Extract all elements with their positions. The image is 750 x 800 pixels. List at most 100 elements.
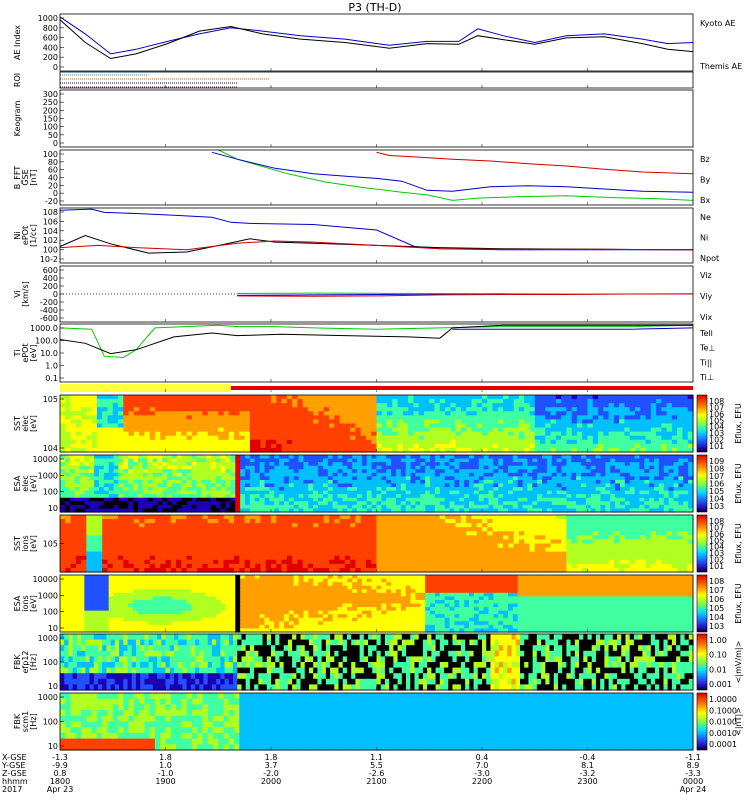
fbk_e-spectrogram: [60, 634, 694, 691]
ti-series-Tell: [59, 324, 693, 355]
time-row-value: 8.9: [687, 761, 700, 770]
sst_ion-spectrogram: [60, 515, 694, 573]
esa_ion-colorbar: [696, 574, 708, 633]
fbk_e-colorbar-label: 0.001: [709, 680, 732, 689]
esa_ion-ytick-label: 10000: [33, 575, 58, 584]
sst_eflux-ylabel: SST: [13, 416, 22, 431]
ti-ylabel: [eV]: [29, 345, 38, 362]
ni-ytick-label: 100: [43, 246, 58, 255]
esa_eflux-colorbar: [696, 454, 708, 513]
sst_eflux-colorbar-label: 102: [709, 436, 724, 445]
fbk_e-ylabel: efp12: [21, 651, 30, 674]
fbk_e-colorbar-label: 0.01: [709, 665, 727, 674]
ti-ylabel: ePOt: [21, 343, 30, 362]
fbk_e-ylabel: FBK: [13, 654, 22, 670]
ti-ytick-label: 1.0: [45, 362, 58, 371]
keogram-ytick-label: 50: [48, 131, 58, 140]
esa_eflux-ytick-label: 100: [43, 488, 58, 497]
esa_eflux-ylabel: elec: [21, 475, 30, 491]
ni-legend-entry: Ni: [700, 234, 708, 243]
roi-ylabel: ROI: [13, 73, 22, 87]
sst_ion-ylabel: SST: [13, 536, 22, 551]
bfft-legend-entry: Bx: [700, 196, 710, 205]
time-row-value: 2300: [577, 777, 597, 786]
ae-frame: [59, 13, 694, 72]
esa_ion-ylabel: ions: [21, 595, 30, 611]
ae-ytick-label: 800: [43, 24, 58, 33]
esa_ion-colorbar-label: 104: [709, 613, 724, 622]
sst_eflux-spectrogram: [60, 395, 694, 453]
vi-ytick-label: 400: [43, 274, 58, 283]
time-row-value: 1.1: [370, 753, 383, 762]
esa_eflux-colorbar-label: 109: [709, 457, 724, 466]
fbk_b-colorbar-title: <|nT|>: [734, 707, 743, 736]
esa_ion-colorbar-label: 106: [709, 595, 724, 604]
time-row-value: -0.4: [580, 753, 596, 762]
esa_ion-ytick-label: 1000: [38, 591, 58, 600]
bfft-ytick-label: -20: [45, 197, 58, 206]
time-row-value: 3.7: [265, 761, 278, 770]
fbk_e-colorbar-label: 1.00: [709, 636, 727, 645]
ti-frame: [59, 323, 694, 383]
sst_ion-colorbar-label: 104: [709, 543, 724, 552]
bfft-series-Bz: [376, 151, 694, 175]
fbk_b-ylabel: scm1: [21, 711, 30, 732]
esa_eflux-colorbar-label: 104: [709, 495, 724, 504]
sst_ion-colorbar-label: 108: [709, 517, 724, 526]
sst_ion-colorbar-title: Eflux, EFU: [734, 523, 743, 564]
bfft-ytick-label: 100: [43, 150, 58, 159]
bfft-ytick-label: 20: [48, 181, 58, 190]
ni-frame: [59, 207, 694, 264]
keogram-ytick-label: 250: [43, 98, 58, 107]
sst_ion-colorbar-label: 105: [709, 536, 724, 545]
bfft-ytick-label: 80: [48, 158, 58, 167]
ni-ytick-label: 102: [43, 236, 58, 245]
vi-ytick-label: 600: [43, 266, 58, 275]
sst_ion-colorbar-label: 107: [709, 523, 724, 532]
time-row-value: -2.0: [263, 769, 279, 778]
sst_eflux-colorbar-title: Eflux, EFU: [734, 403, 743, 444]
esa_eflux-ylabel: [eV]: [29, 475, 38, 492]
esa_ion-colorbar-label: 108: [709, 577, 724, 586]
time-row-value: 1.8: [265, 753, 278, 762]
sst_ion-colorbar: [696, 514, 708, 573]
sst_ion-colorbar-label: 102: [709, 556, 724, 565]
vi-ytick-label: -400: [40, 306, 58, 315]
time-row-name: Y-GSE: [1, 761, 25, 770]
sst_eflux-colorbar-label: 107: [709, 403, 724, 412]
time-row-value: -1.1: [685, 753, 701, 762]
ni-ytick-label: 106: [43, 217, 58, 226]
ae-ytick-label: 0: [53, 63, 58, 72]
time-row-value: 1.8: [159, 753, 172, 762]
time-row-value: -3.0: [474, 769, 490, 778]
esa_ion-spectrogram: [60, 575, 694, 633]
sst_eflux-colorbar-label: 105: [709, 416, 724, 425]
time-row-name: hhmm: [2, 777, 28, 786]
fbk_b-ylabel: FBK: [13, 713, 22, 729]
vi-ytick-label: -600: [40, 314, 58, 323]
time-row-value: 0.8: [54, 769, 67, 778]
esa_eflux-colorbar-label: 106: [709, 480, 724, 489]
ni-ylabel: ePOt: [21, 226, 30, 245]
ni-series-Ni: [59, 234, 694, 254]
fbk_b-ytick-label: 1000: [38, 693, 58, 702]
ae-ytick-label: 1000: [38, 14, 58, 23]
ni-ylabel: Ni: [13, 231, 22, 239]
ti-ytick-label: 100.0: [35, 337, 58, 346]
ni-series-Npot: [59, 208, 693, 251]
vi-ylabel: [km/s]: [21, 281, 30, 307]
fbk_b-colorbar-label: 0.1000: [709, 706, 737, 715]
bfft-legend-entry: By: [700, 176, 710, 185]
ti-legend-entry: Tell: [699, 329, 713, 338]
esa_eflux-colorbar-label: 105: [709, 487, 724, 496]
ti-legend-entry: Te⊥: [699, 344, 715, 353]
time-row-value: 7.0: [476, 761, 489, 770]
keogram-frame: [59, 89, 694, 148]
esa_eflux-spectrogram: [60, 455, 694, 513]
fbk_e-colorbar: [696, 633, 708, 691]
ni-ytick-label: 10-2: [40, 255, 58, 264]
fbk_b-colorbar-label: 0.0001: [709, 740, 737, 749]
esa_ion-colorbar-title: Eflux, EFU: [734, 583, 743, 624]
time-row-name: Z-GSE: [2, 769, 27, 778]
